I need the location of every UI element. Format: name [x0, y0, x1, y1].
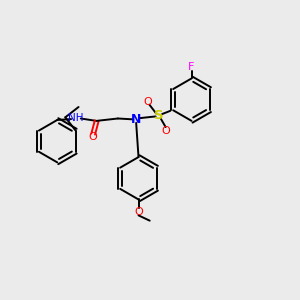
Text: O: O — [89, 132, 98, 142]
Text: O: O — [144, 97, 152, 107]
Text: O: O — [134, 207, 143, 217]
Text: N: N — [131, 113, 141, 126]
Text: NH: NH — [68, 113, 83, 124]
Text: O: O — [161, 126, 170, 136]
Text: F: F — [188, 62, 195, 72]
Text: S: S — [154, 109, 164, 122]
